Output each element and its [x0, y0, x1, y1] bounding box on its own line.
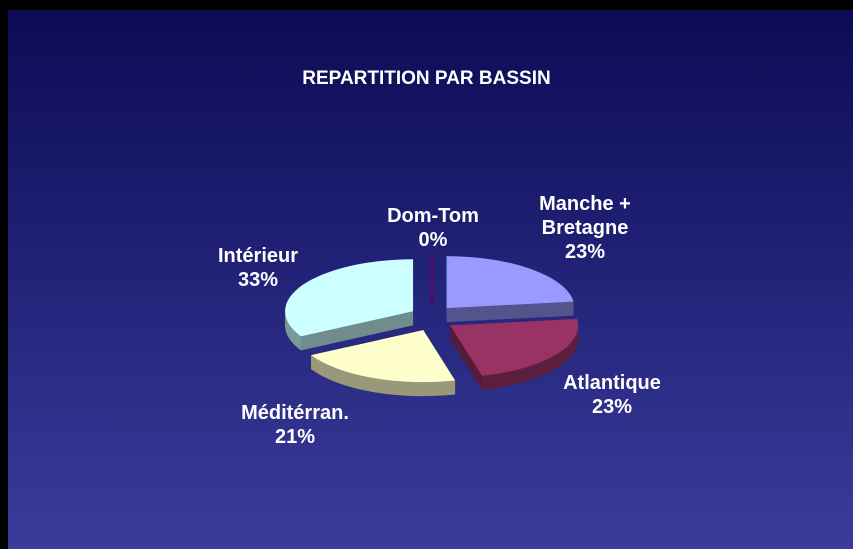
slice	[285, 259, 414, 337]
slice	[446, 256, 574, 309]
background	[8, 10, 853, 549]
category-label: Intérieur	[217, 245, 299, 267]
slice-rim	[285, 311, 301, 351]
value-label: 0%	[418, 229, 448, 251]
slice-rim	[311, 355, 456, 397]
data-label: Dom-Tom 0%	[358, 204, 508, 252]
slice-side	[450, 325, 483, 390]
slice-side	[446, 301, 574, 323]
category-label: Manche + Bretagne	[539, 193, 631, 239]
data-label: Manche + Bretagne 23%	[510, 192, 660, 264]
category-label: Dom-Tom	[387, 205, 479, 227]
value-label: 23%	[591, 396, 633, 418]
slice-group	[285, 259, 414, 351]
value-label: 21%	[274, 426, 316, 448]
category-label: Atlantique	[563, 372, 661, 394]
slice-group	[311, 330, 456, 397]
chart-title: REPARTITION PAR BASSIN	[302, 68, 551, 89]
slice	[311, 330, 456, 383]
data-label: Intérieur 33%	[183, 244, 333, 292]
slice-side	[300, 311, 414, 351]
data-label: Méditérran. 21%	[220, 401, 370, 449]
value-label: 23%	[564, 241, 606, 263]
data-label: Atlantique 23%	[537, 371, 687, 419]
value-label: 33%	[237, 269, 279, 291]
slice-group	[450, 318, 579, 390]
slice-group	[446, 256, 574, 323]
category-label: Méditérran.	[241, 402, 349, 424]
slice-rim	[482, 325, 579, 390]
slice	[450, 318, 579, 376]
